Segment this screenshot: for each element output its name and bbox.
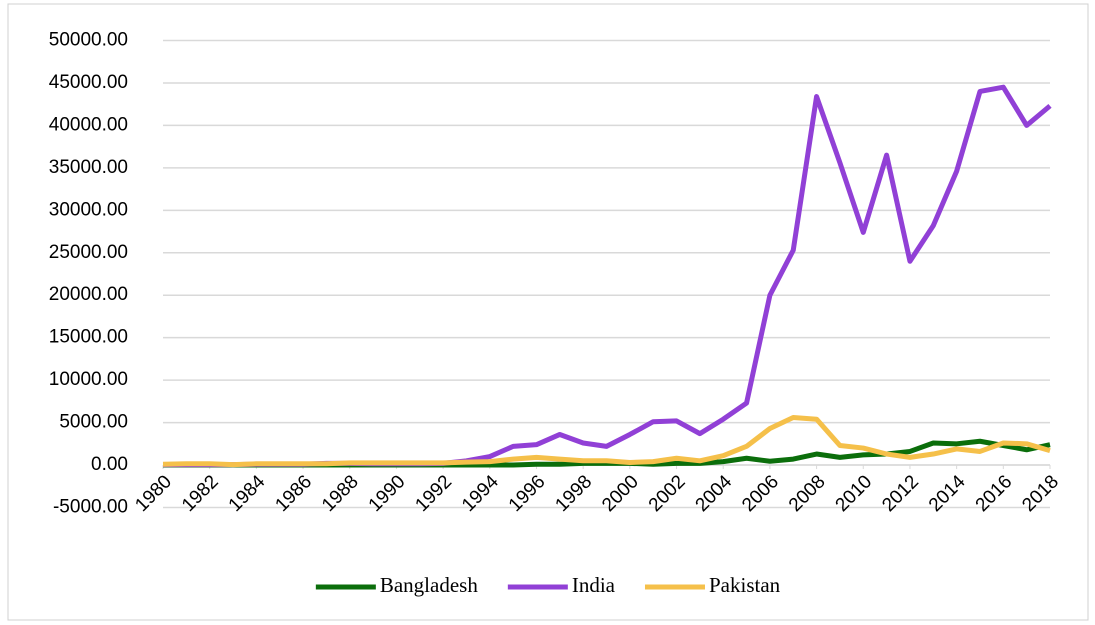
legend: Bangladesh India Pakistan <box>315 573 781 597</box>
y-tick-label: 10000.00 <box>49 369 128 390</box>
y-tick-label: 25000.00 <box>49 242 128 263</box>
y-tick-label: 50000.00 <box>49 30 128 51</box>
legend-label: Bangladesh <box>380 573 478 597</box>
y-tick-label: 20000.00 <box>49 284 128 305</box>
y-tick-label: 45000.00 <box>49 72 128 93</box>
y-tick-label: 30000.00 <box>49 199 128 220</box>
y-tick-label: 15000.00 <box>49 327 128 348</box>
legend-label: Pakistan <box>709 573 781 597</box>
y-tick-label: 35000.00 <box>49 157 128 178</box>
chart-border <box>7 3 1089 621</box>
series-line <box>162 414 1051 468</box>
y-tick-label: 0.00 <box>91 454 128 475</box>
legend-label: India <box>572 573 616 597</box>
y-tick-label: 40000.00 <box>49 114 128 135</box>
y-tick-label: -5000.00 <box>53 497 128 518</box>
y-tick-label: 5000.00 <box>59 412 128 433</box>
